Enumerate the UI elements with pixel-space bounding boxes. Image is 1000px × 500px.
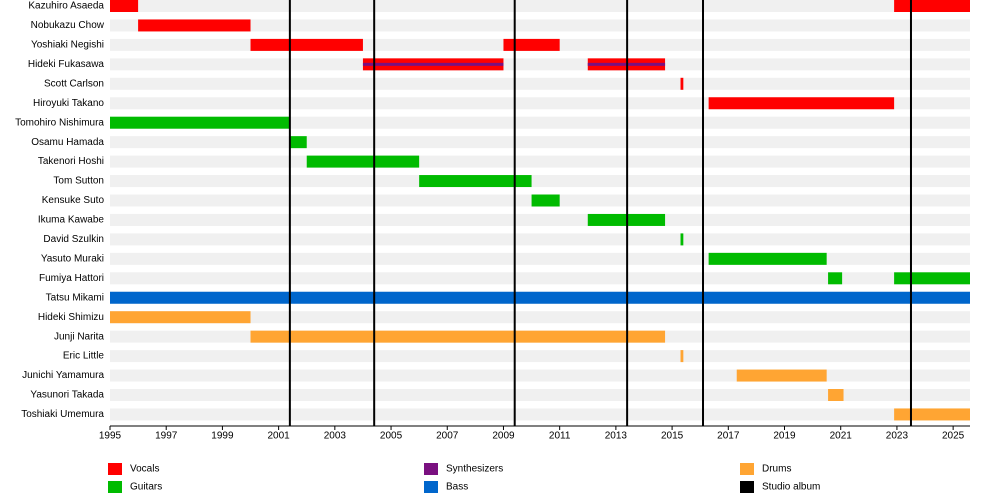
period-bar bbox=[894, 408, 970, 421]
member-label: Junichi Yamamura bbox=[22, 370, 104, 381]
member-label: Hiroyuki Takano bbox=[33, 98, 104, 109]
member-label: Scott Carlson bbox=[44, 78, 104, 89]
x-tick-label: 2019 bbox=[773, 431, 796, 442]
x-tick-label: 2001 bbox=[268, 431, 291, 442]
period-bar bbox=[138, 19, 251, 32]
period-bar bbox=[894, 0, 970, 12]
member-label: Eric Little bbox=[63, 351, 105, 362]
member-label: Tatsu Mikami bbox=[46, 292, 104, 303]
row-band bbox=[110, 213, 970, 226]
member-label: Fumiya Hattori bbox=[39, 273, 104, 284]
legend-label: Drums bbox=[762, 464, 791, 475]
member-label: Toshiaki Umemura bbox=[21, 409, 104, 420]
member-label: Ikuma Kawabe bbox=[38, 215, 105, 226]
legend-label: Studio album bbox=[762, 482, 820, 493]
x-tick-label: 2005 bbox=[380, 431, 403, 442]
period-bar bbox=[250, 330, 666, 343]
period-bar bbox=[708, 252, 827, 265]
member-label: Tom Sutton bbox=[53, 176, 104, 187]
x-tick-label: 2025 bbox=[942, 431, 965, 442]
row-band bbox=[110, 116, 970, 129]
member-label: Kensuke Suto bbox=[42, 195, 105, 206]
period-bar bbox=[110, 311, 251, 324]
member-label: Junji Narita bbox=[54, 331, 104, 342]
row-band bbox=[110, 311, 970, 324]
row-band bbox=[110, 77, 970, 90]
period-bar bbox=[680, 77, 684, 90]
row-band bbox=[110, 155, 970, 168]
member-label: Osamu Hamada bbox=[31, 137, 104, 148]
row-band bbox=[110, 58, 970, 71]
row-band bbox=[110, 350, 970, 363]
legend-label: Synthesizers bbox=[446, 464, 503, 475]
member-label: Hideki Fukasawa bbox=[28, 59, 105, 70]
period-bar bbox=[828, 272, 843, 285]
x-tick-label: 2017 bbox=[717, 431, 740, 442]
period-bar bbox=[531, 194, 560, 207]
member-label: Kazuhiro Asaeda bbox=[28, 1, 104, 12]
period-bar bbox=[736, 369, 827, 382]
x-tick-label: 1997 bbox=[155, 431, 178, 442]
x-tick-label: 2007 bbox=[436, 431, 459, 442]
x-tick-label: 2015 bbox=[661, 431, 684, 442]
period-bar bbox=[289, 136, 307, 149]
period-bar bbox=[110, 0, 139, 12]
row-band bbox=[110, 19, 970, 32]
member-label: Tomohiro Nishimura bbox=[15, 117, 104, 128]
period-bar bbox=[503, 38, 560, 51]
period-bar bbox=[306, 155, 420, 168]
x-tick-label: 2009 bbox=[492, 431, 515, 442]
row-band bbox=[110, 252, 970, 265]
member-label: David Szulkin bbox=[43, 234, 104, 245]
row-band bbox=[110, 136, 970, 149]
legend-swatch bbox=[740, 463, 754, 475]
period-bar bbox=[250, 38, 363, 51]
period-bar bbox=[894, 272, 970, 285]
member-label: Takenori Hoshi bbox=[38, 156, 104, 167]
period-bar bbox=[680, 350, 684, 363]
row-band bbox=[110, 408, 970, 421]
x-tick-label: 2013 bbox=[605, 431, 628, 442]
row-band bbox=[110, 272, 970, 285]
member-label: Nobukazu Chow bbox=[31, 20, 105, 31]
member-label: Yasunori Takada bbox=[30, 390, 104, 401]
legend-swatch bbox=[108, 481, 122, 493]
period-bar bbox=[828, 389, 844, 401]
x-tick-label: 2023 bbox=[886, 431, 909, 442]
x-tick-label: 2011 bbox=[549, 431, 571, 442]
legend-swatch bbox=[740, 481, 754, 493]
period-bar bbox=[110, 291, 970, 304]
x-tick-label: 2003 bbox=[324, 431, 347, 442]
period-bar bbox=[708, 97, 895, 110]
legend-swatch bbox=[424, 463, 438, 475]
member-label: Yasuto Muraki bbox=[41, 253, 104, 264]
row-band bbox=[110, 233, 970, 246]
x-tick-label: 1999 bbox=[211, 431, 234, 442]
x-tick-label: 2021 bbox=[830, 431, 853, 442]
row-band bbox=[110, 389, 970, 401]
row-band bbox=[110, 0, 970, 12]
legend-label: Bass bbox=[446, 482, 468, 493]
member-label: Yoshiaki Negishi bbox=[31, 40, 104, 51]
period-bar bbox=[362, 62, 504, 66]
period-bar bbox=[110, 116, 290, 129]
row-band bbox=[110, 175, 970, 188]
legend-swatch bbox=[424, 481, 438, 493]
period-bar bbox=[419, 175, 532, 188]
legend-label: Vocals bbox=[130, 464, 159, 475]
member-label: Hideki Shimizu bbox=[38, 312, 104, 323]
legend-swatch bbox=[108, 463, 122, 475]
row-band bbox=[110, 369, 970, 382]
legend-label: Guitars bbox=[130, 482, 162, 493]
period-bar bbox=[680, 233, 684, 246]
x-tick-label: 1995 bbox=[99, 431, 122, 442]
